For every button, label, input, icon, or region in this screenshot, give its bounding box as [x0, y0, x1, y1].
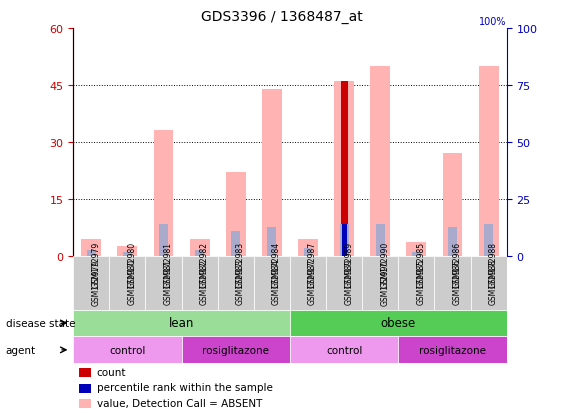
Text: GSM172987: GSM172987	[308, 259, 317, 305]
Text: GSM172988: GSM172988	[489, 259, 498, 305]
Bar	[159, 224, 168, 256]
Text: GSM172984: GSM172984	[272, 241, 281, 287]
Bar	[81, 239, 101, 256]
Text: GSM172982: GSM172982	[200, 241, 209, 287]
Bar	[267, 228, 276, 256]
Bar	[290, 310, 507, 337]
Text: lean: lean	[169, 317, 194, 330]
Text: agent: agent	[6, 345, 36, 355]
Bar	[218, 256, 254, 310]
Bar	[334, 82, 354, 256]
Text: GSM172983: GSM172983	[236, 241, 245, 287]
Text: GSM172990: GSM172990	[380, 241, 389, 287]
Text: obese: obese	[381, 317, 416, 330]
Bar	[87, 250, 96, 256]
Text: GSM172980: GSM172980	[127, 259, 136, 305]
Text: GSM172979: GSM172979	[91, 259, 100, 305]
Bar	[342, 224, 347, 256]
Bar	[262, 90, 282, 256]
Bar	[341, 82, 347, 256]
Bar	[195, 250, 204, 256]
Bar	[118, 247, 137, 256]
Bar	[435, 256, 471, 310]
Bar	[326, 256, 362, 310]
Bar	[123, 253, 132, 256]
Bar	[406, 243, 426, 256]
Bar	[154, 131, 173, 256]
Text: GDS3396 / 1368487_at: GDS3396 / 1368487_at	[200, 10, 363, 24]
Bar	[399, 256, 435, 310]
Bar	[254, 256, 290, 310]
Bar	[479, 67, 499, 256]
Bar	[471, 256, 507, 310]
Bar	[376, 224, 385, 256]
Bar	[298, 239, 318, 256]
Text: GSM172984: GSM172984	[272, 259, 281, 305]
Text: GSM172989: GSM172989	[344, 259, 353, 305]
Bar	[190, 239, 209, 256]
Text: rosiglitazone: rosiglitazone	[419, 345, 486, 355]
Text: rosiglitazone: rosiglitazone	[202, 345, 269, 355]
Text: GSM172979: GSM172979	[91, 241, 100, 287]
Bar	[109, 256, 145, 310]
Bar	[448, 228, 457, 256]
Text: disease state: disease state	[6, 318, 75, 328]
Text: GSM172986: GSM172986	[453, 241, 462, 287]
Bar	[145, 256, 181, 310]
Text: GSM172981: GSM172981	[163, 259, 172, 305]
Text: GSM172988: GSM172988	[489, 241, 498, 287]
Bar	[226, 173, 245, 256]
Bar	[73, 337, 181, 363]
Text: GSM172987: GSM172987	[308, 241, 317, 287]
Bar	[484, 224, 493, 256]
Bar	[399, 337, 507, 363]
Text: GSM172982: GSM172982	[200, 259, 209, 305]
Text: GSM172985: GSM172985	[417, 241, 426, 287]
Bar	[370, 67, 390, 256]
Bar	[181, 256, 218, 310]
Text: 100%: 100%	[479, 17, 507, 26]
Text: count: count	[97, 367, 126, 377]
Bar	[231, 231, 240, 256]
Text: GSM172989: GSM172989	[344, 241, 353, 287]
Text: GSM172986: GSM172986	[453, 259, 462, 305]
Bar	[303, 248, 312, 256]
Bar	[443, 154, 462, 256]
Text: percentile rank within the sample: percentile rank within the sample	[97, 382, 272, 392]
Text: control: control	[109, 345, 146, 355]
Bar	[73, 310, 290, 337]
Text: GSM172990: GSM172990	[380, 259, 389, 305]
Bar	[73, 256, 109, 310]
Bar	[339, 224, 348, 256]
Bar	[362, 256, 399, 310]
Bar	[290, 337, 399, 363]
Bar	[412, 253, 421, 256]
Bar	[181, 337, 290, 363]
Text: control: control	[326, 345, 363, 355]
Text: GSM172980: GSM172980	[127, 241, 136, 287]
Text: GSM172983: GSM172983	[236, 259, 245, 305]
Text: value, Detection Call = ABSENT: value, Detection Call = ABSENT	[97, 398, 262, 408]
Bar	[290, 256, 326, 310]
Text: GSM172981: GSM172981	[163, 241, 172, 287]
Text: GSM172985: GSM172985	[417, 259, 426, 305]
